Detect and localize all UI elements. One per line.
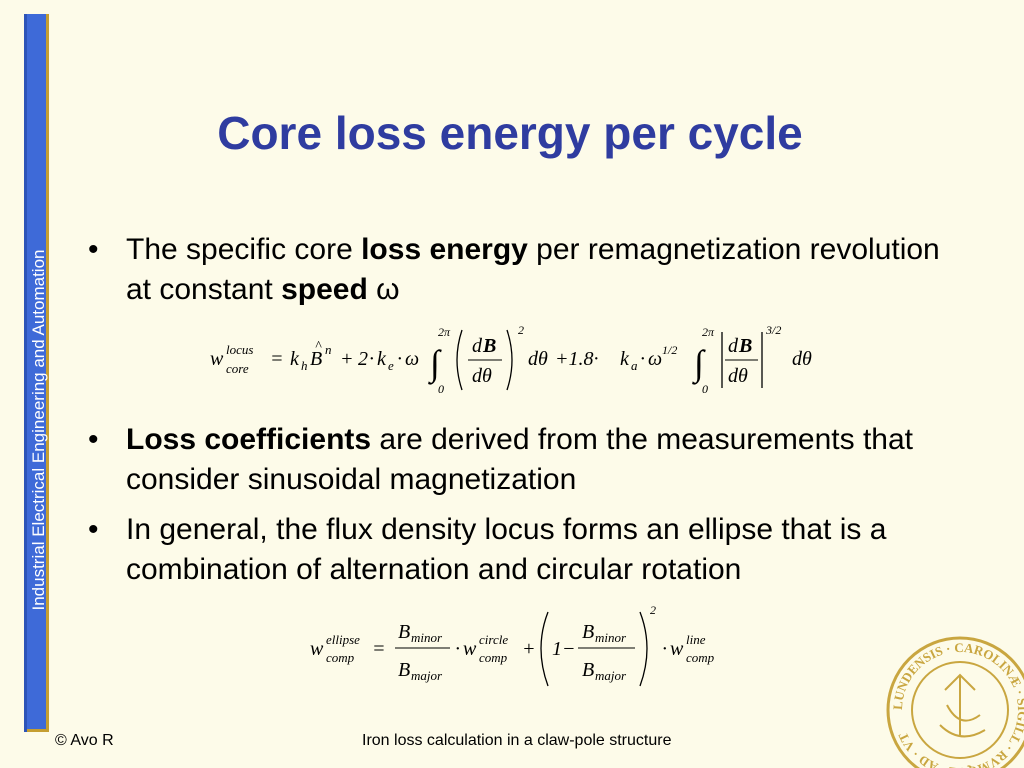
eq-sup: 1/2 [662,343,677,357]
eq-hat: ^ [315,339,322,354]
eq-operator: 1− [552,638,576,660]
bullet-marker: • [88,513,99,546]
bullet-text: The specific core loss energy per remagn… [126,230,966,310]
eq-operator: + [522,638,536,660]
eq-operator: · [662,638,667,660]
footer-author: © Avo R [55,732,114,749]
eq-sub: major [411,668,443,683]
eq-symbol: dθ [728,365,748,387]
eq-int-bot: 0 [438,382,444,396]
eq-operator: +1.8· [555,348,599,370]
eq-operator: = [372,638,386,660]
eq-sup: 3/2 [765,323,781,337]
eq-sub: a [631,358,638,373]
eq-symbol: dθ [472,365,492,387]
eq-sub: minor [595,630,627,645]
eq-sup: circle [479,632,508,647]
eq-sup: line [686,632,706,647]
bullet-text: Loss coefficients are derived from the m… [126,420,966,500]
eq-sub: comp [686,650,715,665]
slide-title: Core loss energy per cycle [217,107,803,159]
eq-operator: · [369,348,374,370]
bullet-marker: • [88,423,99,456]
eq-int-top: 2π [438,325,451,339]
text-run: ω [367,273,400,306]
eq-symbol: B [398,621,410,643]
footer-title: Iron loss calculation in a claw-pole str… [362,732,672,749]
eq-symbol: B [398,659,410,681]
eq-symbol: B [738,335,752,357]
text-run: In general, the flux density locus forms… [126,513,887,586]
eq-sup: ellipse [326,632,360,647]
bold-run: speed [281,273,368,306]
eq-symbol: d [472,335,483,357]
eq-symbol: ω [405,348,419,370]
eq-sup: 2 [650,603,656,617]
eq-operator: + [340,348,354,370]
university-seal-logo: LUNDENSIS · CAROLINÆ · SIGILL · RVMQUE ·… [886,636,1024,768]
eq-sup: n [325,342,332,357]
eq-int-top: 2π [702,325,715,339]
core-loss-equation: w locus core = k h B ^ n + 2 · k e · ω 2… [210,323,812,396]
bullet-text: In general, the flux density locus forms… [126,510,966,590]
text-run: per remagnetization revolution at consta… [126,233,940,306]
eq-symbol: dθ [528,348,548,370]
sidebar-label: Industrial Electrical Engineering and Au… [29,249,48,611]
eq-sub: core [226,361,249,376]
text-run: The specific core [126,233,362,266]
eq-symbol: w [463,638,477,660]
eq-symbol: B [582,621,594,643]
eq-sup: locus [226,342,253,357]
eq-number: 2 [358,348,368,370]
eq-operator: · [455,638,460,660]
eq-symbol: w [670,638,684,660]
eq-symbol: k [377,348,387,370]
eq-sub: comp [326,650,355,665]
eq-sub: h [301,358,308,373]
eq-symbol: k [290,348,300,370]
text-run: are derived from the measurements that c… [126,423,913,496]
bold-run: loss energy [361,233,528,266]
eq-operator: · [397,348,402,370]
eq-integral: ∫ [428,343,442,385]
eq-symbol: ω [648,348,662,370]
eq-integral: ∫ [692,343,706,385]
sidebar [27,14,49,732]
eq-sub: minor [411,630,443,645]
eq-int-bot: 0 [702,382,708,396]
eq-sub: e [388,358,394,373]
ellipse-loss-equation: w ellipse comp = B minor B major · w cir… [310,603,715,687]
eq-operator: · [640,348,645,370]
bold-run: Loss coefficients [126,423,372,456]
eq-operator: = [270,348,284,370]
eq-symbol: dθ [792,348,812,370]
bullet-marker: • [88,233,99,266]
eq-symbol: w [210,348,224,370]
eq-symbol: B [482,335,496,357]
eq-symbol: d [728,335,739,357]
eq-symbol: B [310,348,322,370]
eq-sub: major [595,668,627,683]
eq-symbol: w [310,638,324,660]
eq-sup: 2 [518,323,524,337]
eq-symbol: k [620,348,630,370]
eq-symbol: B [582,659,594,681]
eq-sub: comp [479,650,508,665]
sidebar-shadow [24,14,28,732]
